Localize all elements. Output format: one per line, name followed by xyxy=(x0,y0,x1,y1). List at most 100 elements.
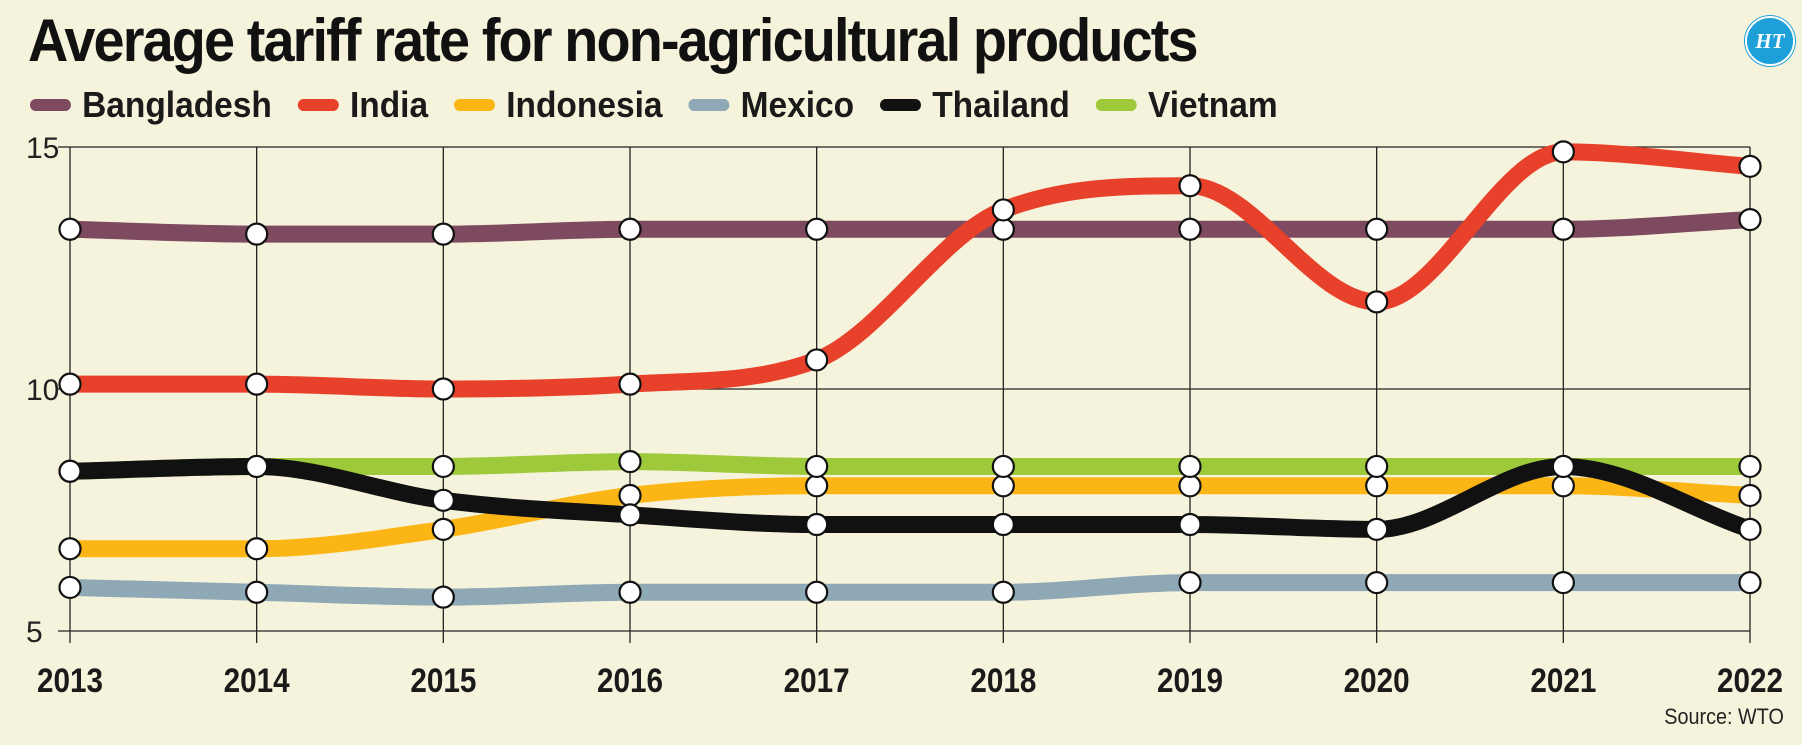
data-point-indonesia-2013 xyxy=(58,537,82,561)
data-point-mexico-2013 xyxy=(58,575,82,600)
legend-item-bangladesh: Bangladesh xyxy=(30,84,272,126)
legend-item-india: India xyxy=(297,84,429,126)
data-point-bangladesh-2022 xyxy=(1738,208,1762,232)
data-point-vietnam-2018 xyxy=(991,454,1015,479)
x-tick-label: 2018 xyxy=(970,662,1036,700)
data-point-vietnam-2019 xyxy=(1178,454,1202,479)
data-point-indonesia-2016 xyxy=(618,483,642,508)
y-tick-label: 5 xyxy=(26,616,43,649)
x-tick-label: 2016 xyxy=(597,662,663,700)
data-point-india-2017 xyxy=(805,348,829,372)
legend-item-thailand: Thailand xyxy=(880,84,1070,126)
series-line-vietnam xyxy=(61,453,1759,480)
series-line-bangladesh xyxy=(61,211,1759,243)
data-point-thailand-2016 xyxy=(618,503,642,527)
source-note: Source: WTO xyxy=(1664,704,1784,729)
legend-item-indonesia: Indonesia xyxy=(454,84,662,126)
data-point-bangladesh-2021 xyxy=(1551,217,1575,241)
series-lines xyxy=(61,143,1759,606)
x-tick-label: 2013 xyxy=(37,662,103,700)
legend-swatch xyxy=(688,99,730,111)
data-point-mexico-2016 xyxy=(618,580,642,604)
data-point-mexico-2020 xyxy=(1365,570,1389,595)
series-line-india xyxy=(61,143,1759,398)
data-point-india-2014 xyxy=(245,372,269,396)
data-point-thailand-2022 xyxy=(1738,517,1762,541)
data-point-vietnam-2015 xyxy=(431,454,455,479)
x-tick-label: 2021 xyxy=(1530,662,1596,700)
data-point-india-2015 xyxy=(431,377,455,401)
legend-label: India xyxy=(349,84,429,125)
axis-ticks: 5 10 15 2013 2014 2015 2016 2017 2018 2019 2020 202… xyxy=(26,132,1783,700)
data-point-india-2020 xyxy=(1365,290,1389,314)
data-point-indonesia-2017 xyxy=(805,474,829,498)
data-point-indonesia-2019 xyxy=(1178,474,1202,498)
data-point-vietnam-2016 xyxy=(618,450,642,474)
data-point-thailand-2018 xyxy=(991,512,1015,537)
series-line-thailand xyxy=(61,457,1759,538)
data-point-mexico-2015 xyxy=(431,585,455,609)
data-point-vietnam-2022 xyxy=(1738,454,1762,479)
legend-swatch xyxy=(1095,99,1137,111)
legend-item-vietnam: Vietnam xyxy=(1095,84,1278,126)
data-point-india-2021 xyxy=(1551,140,1575,164)
data-point-bangladesh-2018 xyxy=(991,217,1015,241)
data-point-mexico-2019 xyxy=(1178,570,1202,595)
legend: Bangladesh India Indonesia Mexico Thailand Vi… xyxy=(30,84,1304,126)
data-point-indonesia-2018 xyxy=(991,474,1015,498)
series-line-mexico xyxy=(61,574,1759,606)
x-tick-label: 2019 xyxy=(1157,662,1223,700)
x-tick-label: 2015 xyxy=(410,662,476,700)
data-point-bangladesh-2013 xyxy=(58,217,82,241)
x-tick-label: 2017 xyxy=(784,662,850,700)
y-tick-label: 15 xyxy=(26,132,59,165)
data-point-thailand-2014 xyxy=(245,454,269,479)
data-point-thailand-2013 xyxy=(58,459,82,483)
legend-swatch xyxy=(880,99,922,111)
legend-swatch xyxy=(297,99,339,111)
x-tick-label: 2014 xyxy=(224,662,290,700)
data-point-bangladesh-2015 xyxy=(431,222,455,246)
data-point-india-2022 xyxy=(1738,154,1762,178)
data-point-indonesia-2020 xyxy=(1365,474,1389,498)
data-point-thailand-2017 xyxy=(805,512,829,537)
legend-label: Thailand xyxy=(932,84,1070,125)
data-point-bangladesh-2017 xyxy=(805,217,829,241)
data-point-indonesia-2022 xyxy=(1738,483,1762,508)
y-tick-label: 10 xyxy=(26,374,59,407)
data-point-indonesia-2014 xyxy=(245,537,269,561)
legend-swatch xyxy=(30,99,71,111)
data-point-mexico-2014 xyxy=(245,580,269,604)
data-point-vietnam-2020 xyxy=(1365,454,1389,479)
data-point-mexico-2021 xyxy=(1551,570,1575,595)
legend-label: Vietnam xyxy=(1148,84,1278,125)
data-point-india-2019 xyxy=(1178,174,1202,198)
data-point-indonesia-2021 xyxy=(1551,474,1575,498)
data-point-mexico-2018 xyxy=(991,580,1015,604)
ht-logo: HT xyxy=(1745,16,1795,66)
data-point-bangladesh-2019 xyxy=(1178,217,1202,241)
legend-swatch xyxy=(454,99,496,111)
data-point-india-2016 xyxy=(618,372,642,396)
data-point-bangladesh-2016 xyxy=(618,217,642,241)
data-point-mexico-2022 xyxy=(1738,570,1762,595)
legend-item-mexico: Mexico xyxy=(688,84,855,126)
legend-label: Bangladesh xyxy=(82,84,272,125)
data-point-bangladesh-2020 xyxy=(1365,217,1389,241)
data-point-indonesia-2015 xyxy=(431,517,455,541)
series-markers xyxy=(58,140,1762,609)
legend-label: Mexico xyxy=(740,84,855,125)
x-tick-label: 2022 xyxy=(1717,662,1783,700)
data-point-india-2013 xyxy=(58,372,82,396)
data-point-thailand-2021 xyxy=(1551,454,1575,479)
data-point-bangladesh-2014 xyxy=(245,222,269,246)
data-point-thailand-2020 xyxy=(1365,517,1389,541)
x-tick-label: 2020 xyxy=(1344,662,1410,700)
series-line-indonesia xyxy=(61,477,1759,558)
data-point-india-2018 xyxy=(991,198,1015,222)
data-point-vietnam-2017 xyxy=(805,454,829,479)
data-point-mexico-2017 xyxy=(805,580,829,604)
data-point-thailand-2015 xyxy=(431,488,455,512)
legend-label: Indonesia xyxy=(506,84,663,125)
